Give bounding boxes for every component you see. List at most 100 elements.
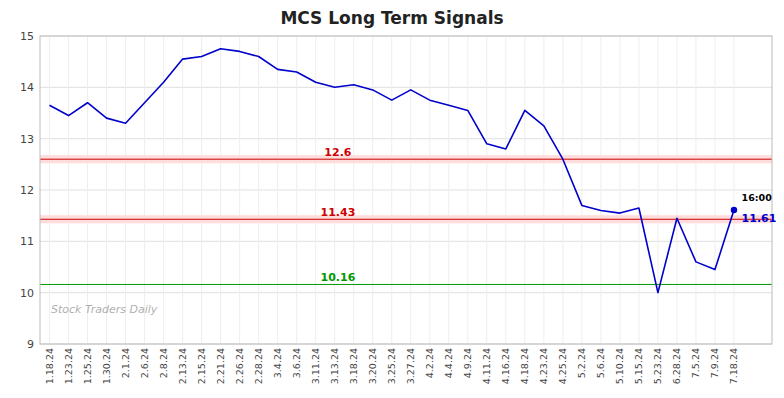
x-grid-line <box>638 36 639 344</box>
y-grid-line <box>40 87 772 88</box>
x-tick-label: 2.8.24 <box>158 348 169 378</box>
x-tick-label: 2.1.24 <box>120 348 131 378</box>
y-tick-label: 15 <box>20 30 34 43</box>
x-tick-label: 1.23.24 <box>63 348 74 384</box>
x-tick-label: 3.4.24 <box>272 348 283 378</box>
x-grid-line <box>486 36 487 344</box>
x-grid-line <box>524 36 525 344</box>
x-tick-label: 7.5.24 <box>690 348 701 378</box>
x-tick-label: 1.18.24 <box>44 348 55 384</box>
x-grid-line <box>125 36 126 344</box>
x-tick-label: 6.28.24 <box>671 348 682 384</box>
plot-marks <box>40 49 772 293</box>
x-tick-label: 3.18.24 <box>348 348 359 384</box>
hline-label: 11.43 <box>321 206 356 219</box>
x-tick-label: 5.23.24 <box>652 348 663 384</box>
y-grid-line <box>40 241 772 242</box>
plot-frame <box>40 36 772 344</box>
y-grid-line <box>40 292 772 293</box>
x-grid-line <box>49 36 50 344</box>
x-tick-label: 3.6.24 <box>291 348 302 378</box>
x-tick-label: 5.15.24 <box>633 348 644 384</box>
x-tick-label: 7.18.24 <box>728 348 739 384</box>
price-line <box>50 49 734 293</box>
x-grid-line <box>657 36 658 344</box>
y-tick-label: 10 <box>20 287 34 300</box>
hline <box>40 219 772 220</box>
x-tick-label: 5.10.24 <box>614 348 625 384</box>
x-tick-label: 4.11.24 <box>481 348 492 384</box>
x-tick-label: 2.15.24 <box>196 348 207 384</box>
x-tick-label: 3.20.24 <box>367 348 378 384</box>
x-tick-label: 4.2.24 <box>424 348 435 378</box>
x-tick-label: 1.30.24 <box>101 348 112 384</box>
y-tick-label: 12 <box>20 184 34 197</box>
x-tick-label: 4.9.24 <box>462 348 473 378</box>
y-grid-line <box>40 190 772 191</box>
x-grid-line <box>277 36 278 344</box>
x-grid-line <box>182 36 183 344</box>
x-grid-line <box>258 36 259 344</box>
y-tick-label: 11 <box>20 235 34 248</box>
x-tick-label: 2.26.24 <box>234 348 245 384</box>
x-tick-label: 3.27.24 <box>405 348 416 384</box>
band <box>40 215 772 223</box>
x-grid-line <box>543 36 544 344</box>
x-grid-line <box>600 36 601 344</box>
x-tick-label: 5.2.24 <box>576 348 587 378</box>
x-grid-line <box>372 36 373 344</box>
x-grid-line <box>87 36 88 344</box>
x-grid-line <box>581 36 582 344</box>
x-tick-label: 4.4.24 <box>443 348 454 378</box>
x-grid-line <box>353 36 354 344</box>
x-tick-label: 3.13.24 <box>329 348 340 384</box>
watermark: Stock Traders Daily <box>51 303 158 316</box>
x-grid-line <box>714 36 715 344</box>
x-tick-label: 4.16.24 <box>500 348 511 384</box>
x-tick-label: 2.6.24 <box>139 348 150 378</box>
x-tick-label: 1.25.24 <box>82 348 93 384</box>
hline-label: 12.6 <box>324 146 351 159</box>
x-grid-line <box>467 36 468 344</box>
x-grid-line <box>106 36 107 344</box>
x-grid-line <box>220 36 221 344</box>
y-tick-label: 13 <box>20 133 34 146</box>
hline <box>40 284 772 285</box>
x-tick-label: 3.25.24 <box>386 348 397 384</box>
x-tick-label: 2.13.24 <box>177 348 188 384</box>
x-grid-line <box>68 36 69 344</box>
x-grid-line <box>733 36 734 344</box>
last-point-label: 16:00 <box>742 192 773 203</box>
x-grid-line <box>239 36 240 344</box>
x-tick-label: 4.18.24 <box>519 348 530 384</box>
y-tick-label: 14 <box>20 81 34 94</box>
band <box>40 155 772 163</box>
x-grid-line <box>505 36 506 344</box>
x-grid-line <box>695 36 696 344</box>
x-grid-line <box>562 36 563 344</box>
hline-label: 10.16 <box>321 271 356 284</box>
plot-area <box>40 36 772 344</box>
title: MCS Long Term Signals <box>280 8 503 28</box>
x-grid-line <box>429 36 430 344</box>
x-grid-line <box>619 36 620 344</box>
x-grid-line <box>144 36 145 344</box>
x-grid-line <box>334 36 335 344</box>
x-tick-label: 5.6.24 <box>595 348 606 378</box>
last-point-value: 11.61 <box>742 212 777 225</box>
x-grid-line <box>448 36 449 344</box>
chart: MCS Long Term Signals 9 10 11 12 13 14 15 1.18.2… <box>0 0 784 398</box>
x-tick-label: 2.28.24 <box>253 348 264 384</box>
last-point <box>731 207 737 213</box>
x-grid-line <box>676 36 677 344</box>
x-grid-line <box>391 36 392 344</box>
hline <box>40 159 772 160</box>
x-tick-label: 4.25.24 <box>557 348 568 384</box>
x-grid-line <box>296 36 297 344</box>
x-tick-label: 2.21.24 <box>215 348 226 384</box>
x-grid-line <box>201 36 202 344</box>
y-tick-label: 9 <box>27 338 34 351</box>
x-tick-label: 3.11.24 <box>310 348 321 384</box>
x-tick-label: 4.23.24 <box>538 348 549 384</box>
x-grid-line <box>410 36 411 344</box>
